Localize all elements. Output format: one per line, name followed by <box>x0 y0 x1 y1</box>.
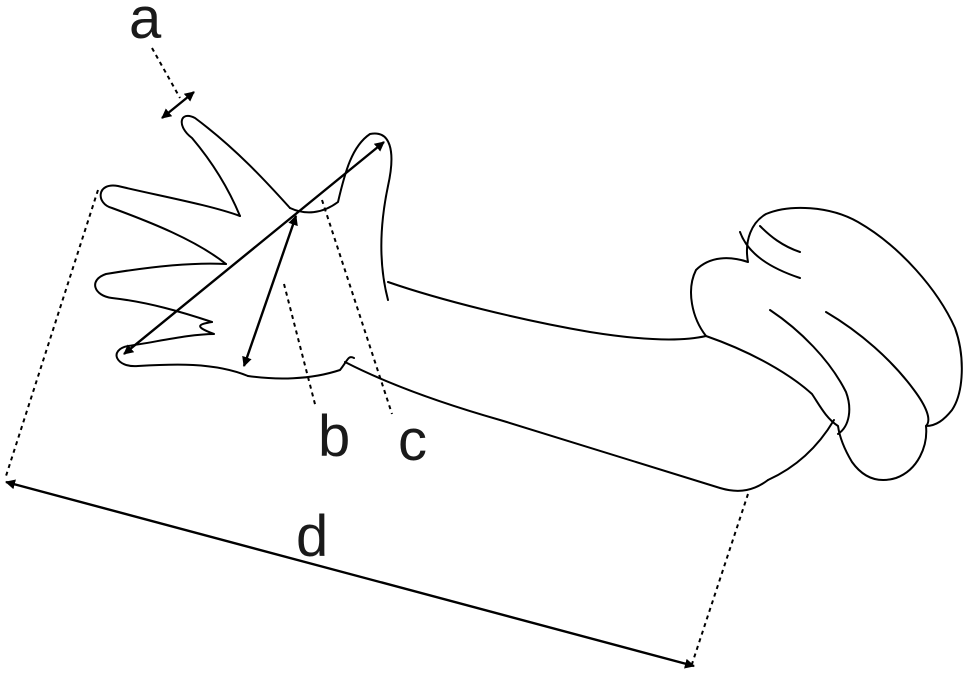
forearm <box>344 281 835 492</box>
glove-hand <box>94 115 393 380</box>
measurement-b-arrow <box>242 215 298 367</box>
palm-lower-outline <box>247 356 355 380</box>
measurement-a-guide <box>151 47 181 99</box>
measurement-b-guide <box>283 283 317 409</box>
cuff-outer-outline <box>690 206 963 481</box>
measurement-c-arrow <box>123 141 385 355</box>
cuff-fold-line-2 <box>769 309 851 435</box>
little-finger-outline <box>115 321 249 377</box>
measurement-d-arrow <box>5 479 695 669</box>
cuff-fold-line-3 <box>825 311 930 427</box>
forearm-end-fold <box>767 419 835 481</box>
cuff-fold-line-1 <box>739 231 801 279</box>
measurement-c: c <box>123 141 427 473</box>
cuff-fold-line-4 <box>759 225 801 253</box>
measurement-d-guide-right <box>691 493 749 665</box>
measurement-a-arrow <box>161 91 195 119</box>
measurement-d-guide-left <box>5 189 99 477</box>
forearm-upper-outline <box>387 281 707 341</box>
ring-finger-outline <box>94 262 227 323</box>
middle-finger-outline <box>99 184 241 265</box>
measurement-b: b <box>242 215 350 469</box>
forearm-lower-outline <box>344 361 769 492</box>
index-finger-outline <box>180 115 291 217</box>
sleeve-cuff <box>690 206 963 481</box>
label-a: a <box>129 0 162 51</box>
label-b: b <box>318 404 350 469</box>
label-d: d <box>296 504 328 569</box>
measurement-c-guide <box>321 199 393 415</box>
measurement-a: a <box>129 0 195 119</box>
measurement-d: d <box>5 189 749 669</box>
thumb-outline <box>289 132 393 301</box>
label-c: c <box>398 408 427 473</box>
